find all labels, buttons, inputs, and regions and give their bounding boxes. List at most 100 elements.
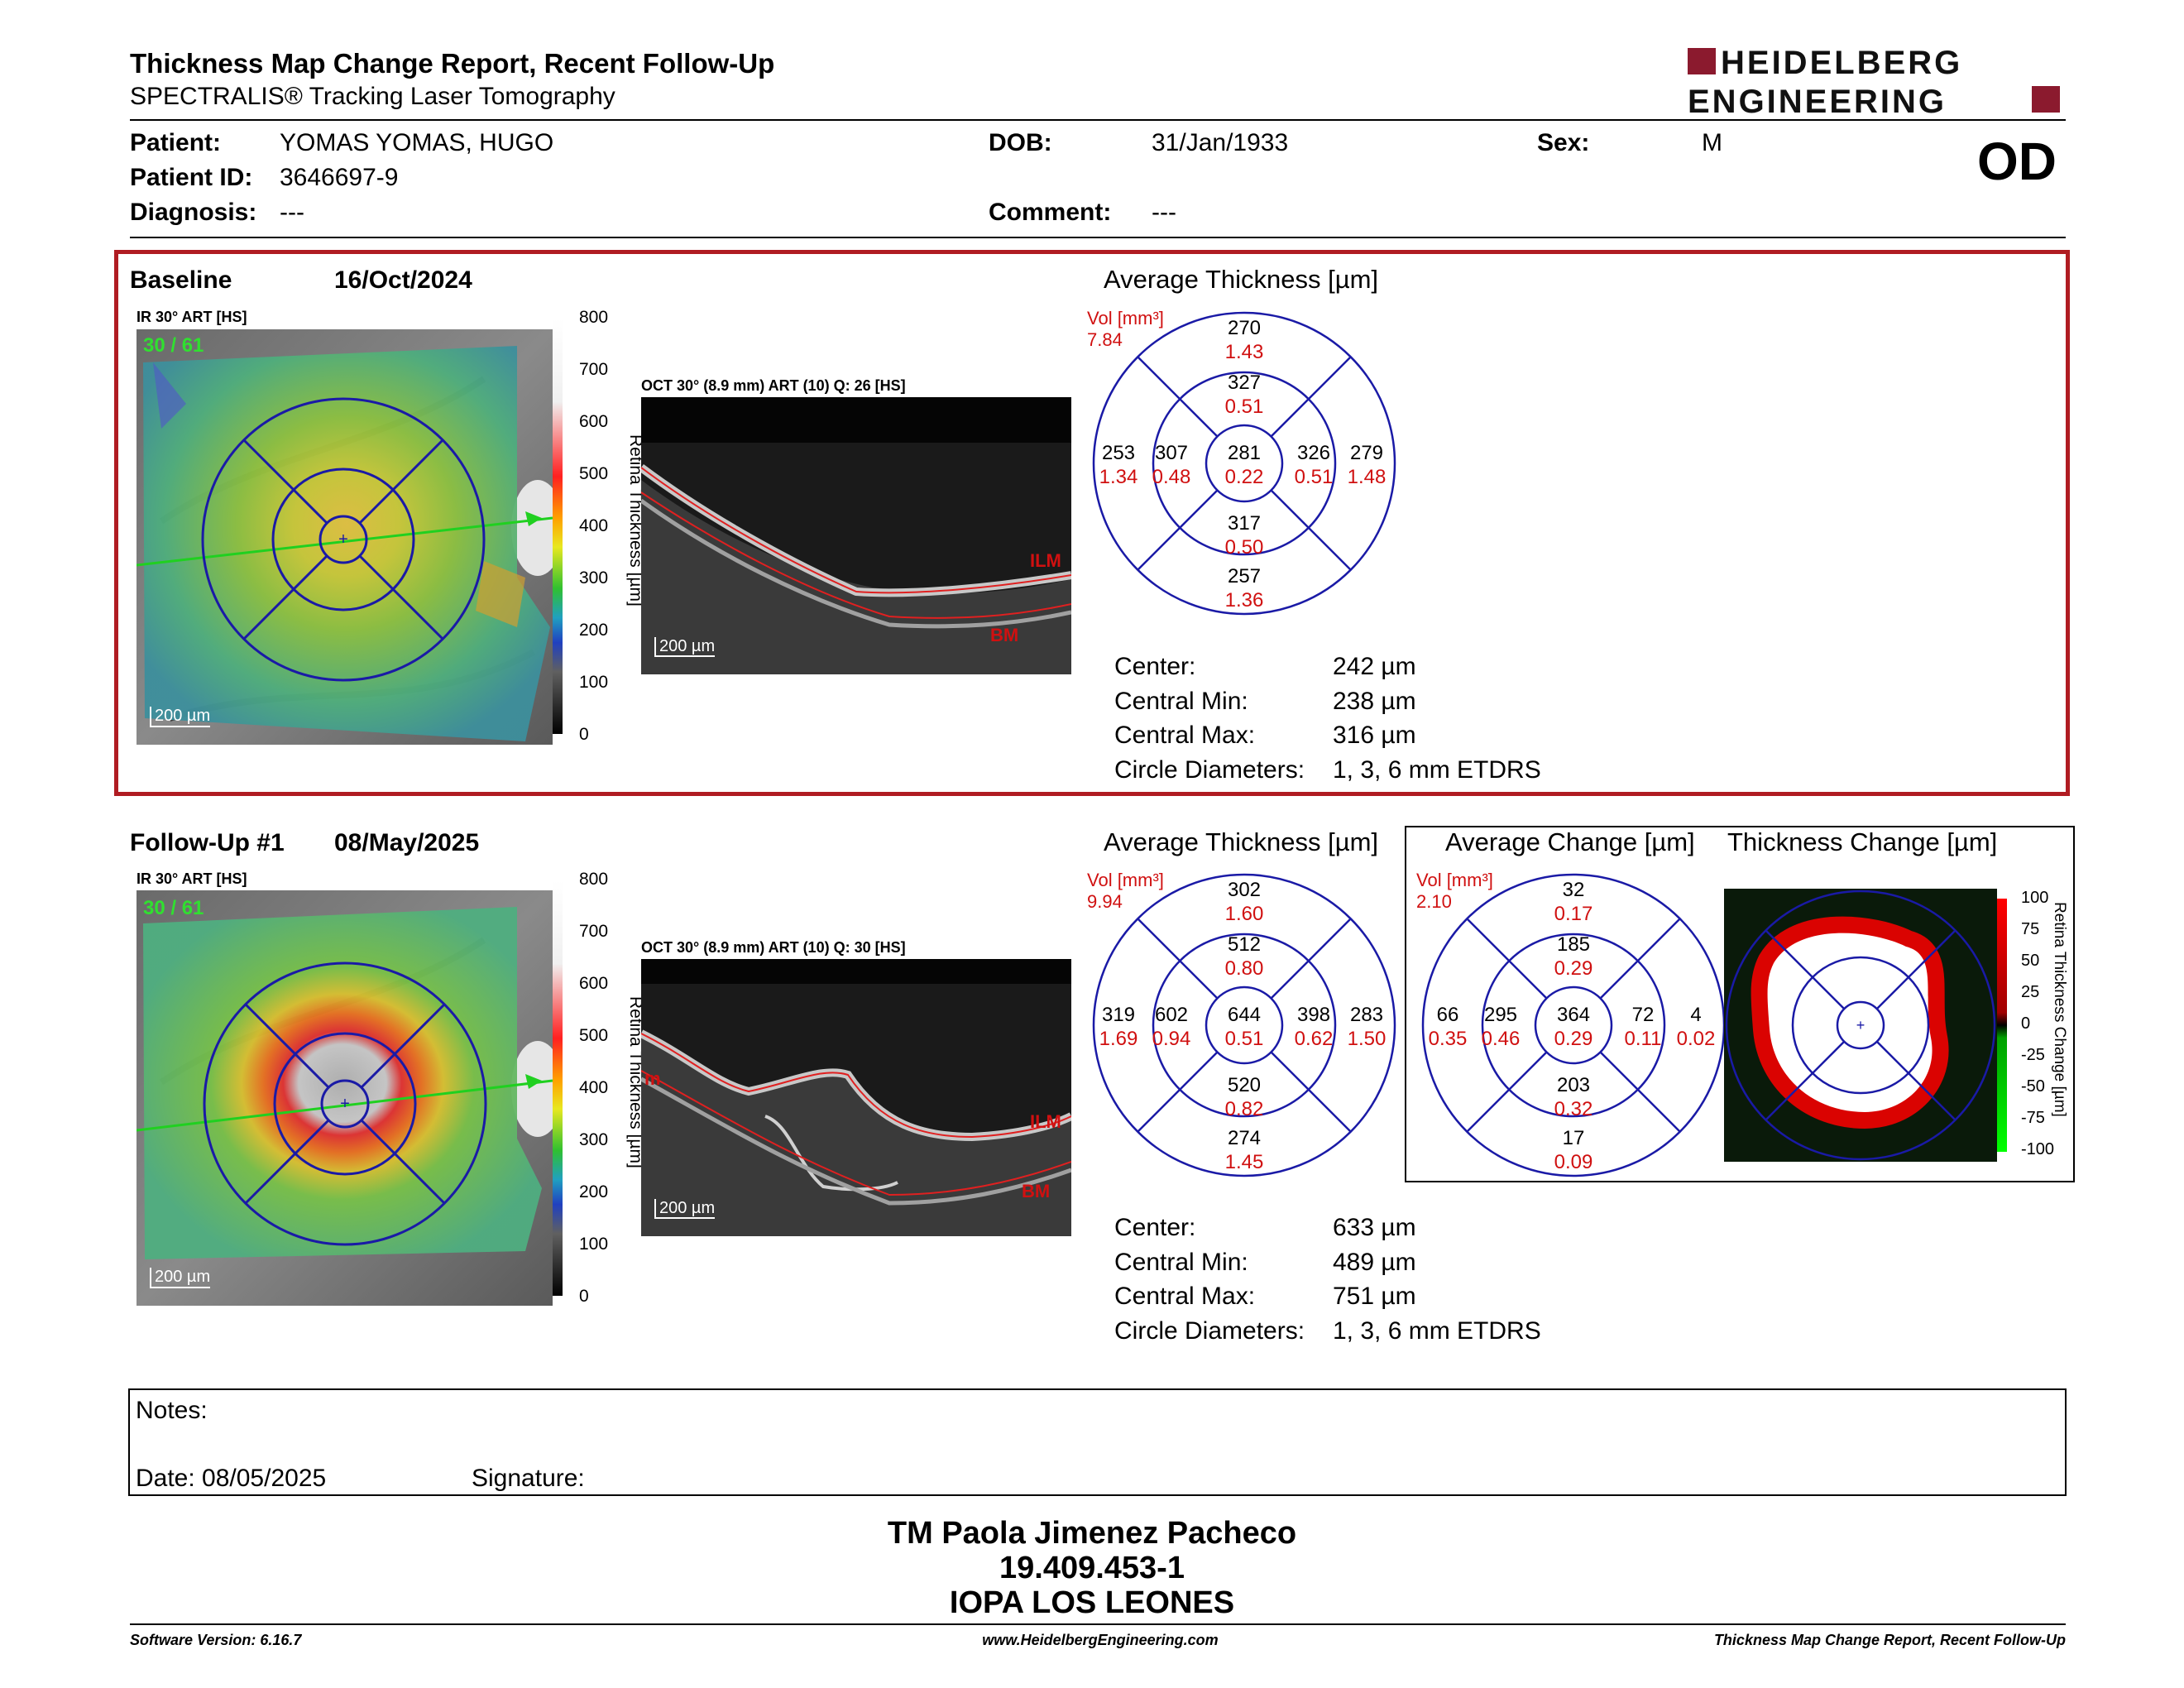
change-box bbox=[1405, 826, 2075, 1182]
thickness-change-title: Thickness Change [µm] bbox=[1727, 827, 1998, 856]
fu-tick-700: 700 bbox=[579, 922, 609, 941]
followup-sector-center: 644 0.51 bbox=[1224, 1004, 1264, 1050]
ct-m100: -100 bbox=[2021, 1140, 2055, 1158]
baseline-sector-center: 281 0.22 bbox=[1224, 442, 1264, 488]
change-sector-inner-top: 185 0.29 bbox=[1554, 933, 1593, 980]
change-colorbar-title: Retina Thickness Change [µm] bbox=[2051, 902, 2068, 1117]
followup-sector-inner-left: 602 0.94 bbox=[1152, 1004, 1191, 1050]
patient-id-label: Patient ID: bbox=[130, 164, 253, 191]
fu-tick-400: 400 bbox=[579, 1078, 609, 1097]
notes-box[interactable] bbox=[128, 1388, 2067, 1496]
report-subtitle: SPECTRALIS® Tracking Laser Tomography bbox=[130, 83, 615, 110]
baseline-bm-label: BM bbox=[990, 625, 1019, 645]
patient-id: 3646697-9 bbox=[280, 164, 399, 191]
ct-m25: -25 bbox=[2021, 1046, 2045, 1064]
change-sector-outer-right: 4 0.02 bbox=[1676, 1004, 1716, 1050]
tick-0: 0 bbox=[579, 725, 589, 744]
baseline-etdrs-grid bbox=[1084, 306, 1406, 621]
followup-vol-value: 9.94 bbox=[1087, 891, 1123, 912]
followup-oct-image: m ILM BM 200 µm bbox=[639, 959, 1074, 1236]
tick-500: 500 bbox=[579, 464, 609, 483]
baseline-oct-label: OCT 30° (8.9 mm) ART (10) Q: 26 [HS] bbox=[641, 377, 906, 394]
baseline-colorbar bbox=[553, 319, 563, 734]
ct-m50: -50 bbox=[2021, 1077, 2045, 1096]
baseline-ir-counter: 30 / 61 bbox=[143, 334, 204, 357]
change-sector-center: 364 0.29 bbox=[1554, 1004, 1593, 1050]
eye-indicator: OD bbox=[1977, 132, 2057, 191]
footer-report-name: Thickness Map Change Report, Recent Foll… bbox=[1713, 1632, 2066, 1648]
baseline-ir-scale: 200 µm bbox=[150, 707, 211, 727]
followup-stats-labels: Center: Central Min: Central Max: Circle… bbox=[1114, 1214, 1305, 1345]
fu-tick-0: 0 bbox=[579, 1287, 589, 1306]
dob-value: 31/Jan/1933 bbox=[1152, 129, 1289, 156]
followup-thickness-map: + 30 / 61 200 µm bbox=[136, 890, 564, 1306]
baseline-sector-inner-bottom: 317 0.50 bbox=[1224, 512, 1264, 559]
followup-date: 08/May/2025 bbox=[334, 829, 480, 856]
followup-avg-title: Average Thickness [µm] bbox=[1104, 827, 1379, 856]
change-vol-label: Vol [mm³] bbox=[1416, 870, 1493, 890]
baseline-colorbar-ticks: 800 700 600 500 400 300 200 100 0 bbox=[579, 308, 620, 744]
ct-m75: -75 bbox=[2021, 1109, 2045, 1127]
baseline-sector-inner-right: 326 0.51 bbox=[1294, 442, 1334, 488]
tick-200: 200 bbox=[579, 621, 609, 640]
baseline-stats-labels: Center: Central Min: Central Max: Circle… bbox=[1114, 653, 1305, 784]
followup-etdrs-grid bbox=[1084, 868, 1406, 1182]
fu-tick-800: 800 bbox=[579, 870, 609, 889]
baseline-oct-image: ILM BM 200 µm bbox=[639, 397, 1072, 674]
baseline-avg-title: Average Thickness [µm] bbox=[1104, 265, 1379, 294]
followup-ir-counter: 30 / 61 bbox=[143, 897, 204, 919]
footer-website: www.HeidelbergEngineering.com bbox=[982, 1632, 1219, 1648]
ct-100: 100 bbox=[2021, 889, 2049, 907]
tick-700: 700 bbox=[579, 360, 609, 379]
change-sector-inner-bottom: 203 0.32 bbox=[1554, 1074, 1593, 1120]
ct-75: 75 bbox=[2021, 920, 2040, 938]
sex-value: M bbox=[1702, 129, 1722, 156]
patient-name: YOMAS YOMAS, HUGO bbox=[280, 129, 554, 156]
followup-vol-label: Vol [mm³] bbox=[1087, 870, 1164, 890]
followup-oct-left-mark: m bbox=[644, 1068, 661, 1089]
followup-sector-outer-left: 319 1.69 bbox=[1099, 1004, 1138, 1050]
svg-text:+: + bbox=[1856, 1017, 1866, 1033]
baseline-ilm-label: ILM bbox=[1030, 550, 1061, 571]
fu-tick-200: 200 bbox=[579, 1182, 609, 1201]
baseline-sector-outer-bottom: 257 1.36 bbox=[1224, 565, 1264, 611]
baseline-stats-values: 242 µm 238 µm 316 µm 1, 3, 6 mm ETDRS bbox=[1333, 653, 1541, 784]
thickness-change-map: + bbox=[1724, 889, 1997, 1162]
baseline-sector-inner-top: 327 0.51 bbox=[1224, 372, 1264, 418]
report-title: Thickness Map Change Report, Recent Foll… bbox=[130, 48, 775, 79]
logo-text-bottom: ENGINEERING bbox=[1688, 84, 1947, 117]
followup-stats-values: 633 µm 489 µm 751 µm 1, 3, 6 mm ETDRS bbox=[1333, 1214, 1541, 1345]
tick-100: 100 bbox=[579, 673, 609, 692]
followup-bm-label: BM bbox=[1022, 1181, 1051, 1201]
svg-text:+: + bbox=[338, 530, 348, 549]
baseline-sector-outer-top: 270 1.43 bbox=[1224, 317, 1264, 363]
change-title: Average Change [µm] bbox=[1445, 827, 1695, 856]
followup-oct-label: OCT 30° (8.9 mm) ART (10) Q: 30 [HS] bbox=[641, 939, 906, 956]
followup-sector-inner-right: 398 0.62 bbox=[1294, 1004, 1334, 1050]
followup-colorbar-ticks: 800 700 600 500 400 300 200 100 0 bbox=[579, 870, 620, 1306]
patient-label: Patient: bbox=[130, 129, 222, 156]
comment-value: --- bbox=[1152, 199, 1176, 226]
followup-colorbar bbox=[553, 880, 563, 1296]
baseline-oct-scale: 200 µm bbox=[654, 637, 716, 657]
svg-text:+: + bbox=[340, 1095, 350, 1113]
followup-label: Follow-Up #1 bbox=[130, 829, 285, 856]
followup-ir-label: IR 30° ART [HS] bbox=[136, 870, 247, 887]
dob-label: DOB: bbox=[989, 129, 1052, 156]
baseline-vol-label: Vol [mm³] bbox=[1087, 308, 1164, 328]
ct-25: 25 bbox=[2021, 983, 2040, 1001]
sex-label: Sex: bbox=[1537, 129, 1590, 156]
followup-sector-outer-top: 302 1.60 bbox=[1224, 879, 1264, 925]
followup-sector-inner-bottom: 520 0.82 bbox=[1224, 1074, 1264, 1120]
baseline-label: Baseline bbox=[130, 266, 232, 294]
change-colorbar-ticks: 100 75 50 25 0 -25 -50 -75 -100 bbox=[2021, 889, 2062, 1162]
followup-ilm-label: ILM bbox=[1030, 1111, 1061, 1132]
fu-tick-300: 300 bbox=[579, 1130, 609, 1149]
tick-800: 800 bbox=[579, 308, 609, 327]
baseline-sector-outer-right: 279 1.48 bbox=[1347, 442, 1387, 488]
ct-0: 0 bbox=[2021, 1014, 2031, 1033]
fu-tick-100: 100 bbox=[579, 1235, 609, 1254]
notes-date: Date: 08/05/2025 bbox=[136, 1465, 327, 1492]
change-sector-outer-left: 66 0.35 bbox=[1428, 1004, 1468, 1050]
diagnosis-value: --- bbox=[280, 199, 304, 226]
